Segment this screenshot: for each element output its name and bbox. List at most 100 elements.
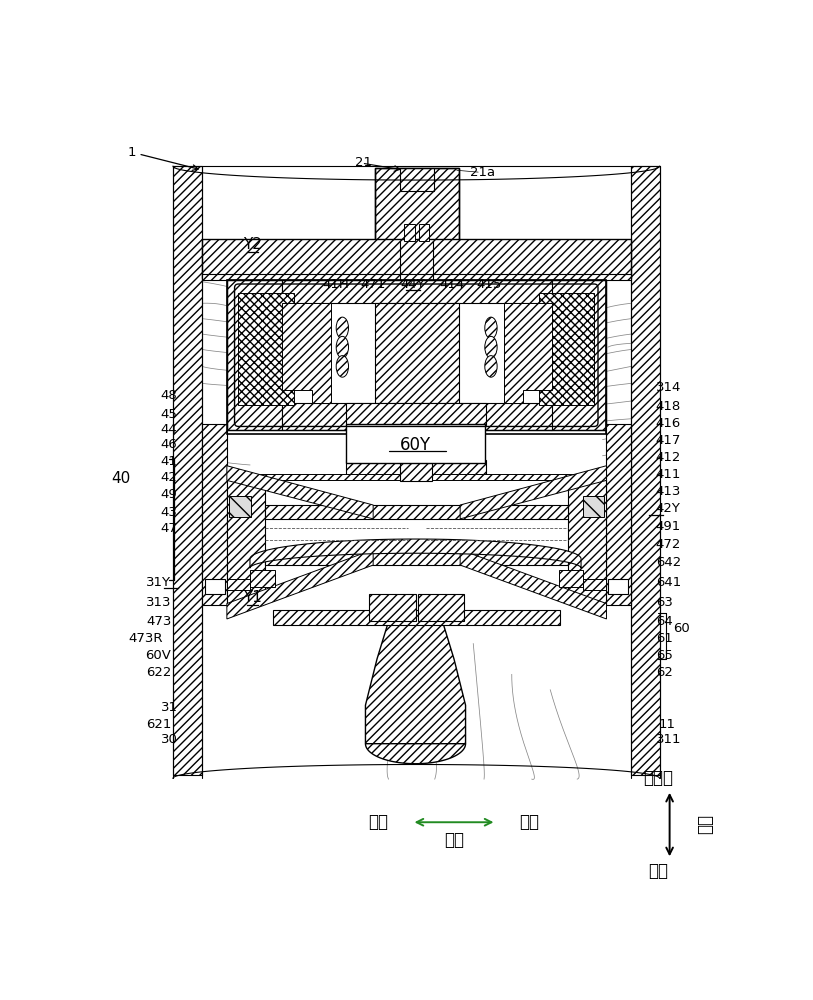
Text: 64: 64 [656,615,672,628]
Bar [202,274,631,280]
Bar [227,474,606,480]
Text: 622: 622 [146,666,172,679]
Text: 418: 418 [656,400,681,413]
Bar [539,293,594,405]
Text: 45: 45 [161,408,177,421]
Bar [419,224,429,241]
Text: 41H: 41H [322,278,349,291]
Polygon shape [460,550,606,619]
Text: 21a: 21a [470,166,495,179]
Bar [418,594,464,621]
Bar [608,579,628,594]
Bar [229,496,250,517]
Bar [282,403,552,430]
Text: 40: 40 [111,471,131,486]
Text: 313: 313 [146,596,172,609]
Text: 另一側: 另一側 [643,769,673,787]
Text: 471: 471 [360,278,385,291]
Polygon shape [227,466,373,519]
Text: 48: 48 [161,389,177,402]
Ellipse shape [337,336,349,358]
Text: 63: 63 [656,596,672,609]
Bar [400,460,433,481]
Text: 621: 621 [146,718,172,731]
Bar [206,579,225,594]
Text: 61: 61 [656,632,672,645]
Bar [346,403,486,425]
Ellipse shape [485,336,497,358]
Bar [346,460,486,475]
Bar [559,570,584,587]
Polygon shape [460,466,606,519]
Text: 412: 412 [656,451,681,464]
Polygon shape [504,303,552,403]
Text: 1: 1 [128,146,136,159]
Bar [568,480,606,604]
Text: 314: 314 [656,381,681,394]
Polygon shape [227,550,373,619]
Text: 411: 411 [656,468,681,481]
Text: 413: 413 [656,485,681,498]
Text: 415: 415 [476,278,502,291]
Bar [375,303,459,403]
Text: 径向: 径向 [444,831,464,849]
Ellipse shape [485,317,497,339]
Text: 642: 642 [656,556,681,569]
Bar [227,579,250,590]
Text: 65: 65 [656,649,672,662]
Text: 44Y: 44Y [401,278,425,291]
Text: 46: 46 [161,438,177,451]
Bar [369,594,415,621]
Bar [173,166,202,775]
Ellipse shape [337,356,349,377]
Text: 31Y: 31Y [146,576,172,588]
Ellipse shape [337,317,349,339]
Bar [584,579,606,590]
Bar [400,168,434,191]
Bar [227,280,282,430]
Text: 47: 47 [161,522,177,535]
Bar [389,425,444,460]
Text: 472: 472 [656,538,681,551]
Text: 60Y: 60Y [400,436,431,454]
Bar [375,168,459,241]
Text: 311: 311 [656,733,681,746]
Text: 473: 473 [146,615,172,628]
Text: 軸向: 軸向 [695,815,713,835]
Bar [282,280,552,303]
Polygon shape [366,621,466,744]
Bar [265,505,568,519]
Bar [202,239,631,278]
Bar [227,480,265,604]
Bar [583,496,604,517]
Ellipse shape [485,356,497,377]
Text: 41: 41 [161,455,177,468]
Polygon shape [250,539,581,568]
Text: 416: 416 [656,417,681,430]
Bar [265,551,568,565]
Text: 30: 30 [161,733,177,746]
Bar [346,424,485,463]
Text: 60V: 60V [146,649,172,662]
Text: 11: 11 [659,718,676,731]
Bar [250,570,275,587]
Bar [227,280,606,430]
Text: 21: 21 [355,156,372,169]
Text: 42Y: 42Y [656,502,680,515]
Text: 417: 417 [656,434,681,447]
Text: Y2: Y2 [243,237,262,252]
Text: Y1: Y1 [243,590,262,605]
Polygon shape [366,744,466,764]
Text: 49: 49 [161,488,177,501]
Text: 一側: 一側 [648,862,668,880]
Text: 44: 44 [161,423,177,436]
Bar [202,424,227,605]
Text: 414: 414 [439,278,464,291]
Text: 62: 62 [656,666,672,679]
Bar [606,424,631,605]
Text: 60: 60 [673,622,690,635]
Text: 491: 491 [656,520,681,533]
Text: 外側: 外側 [520,813,540,831]
Bar [631,166,660,775]
Bar [238,293,293,405]
